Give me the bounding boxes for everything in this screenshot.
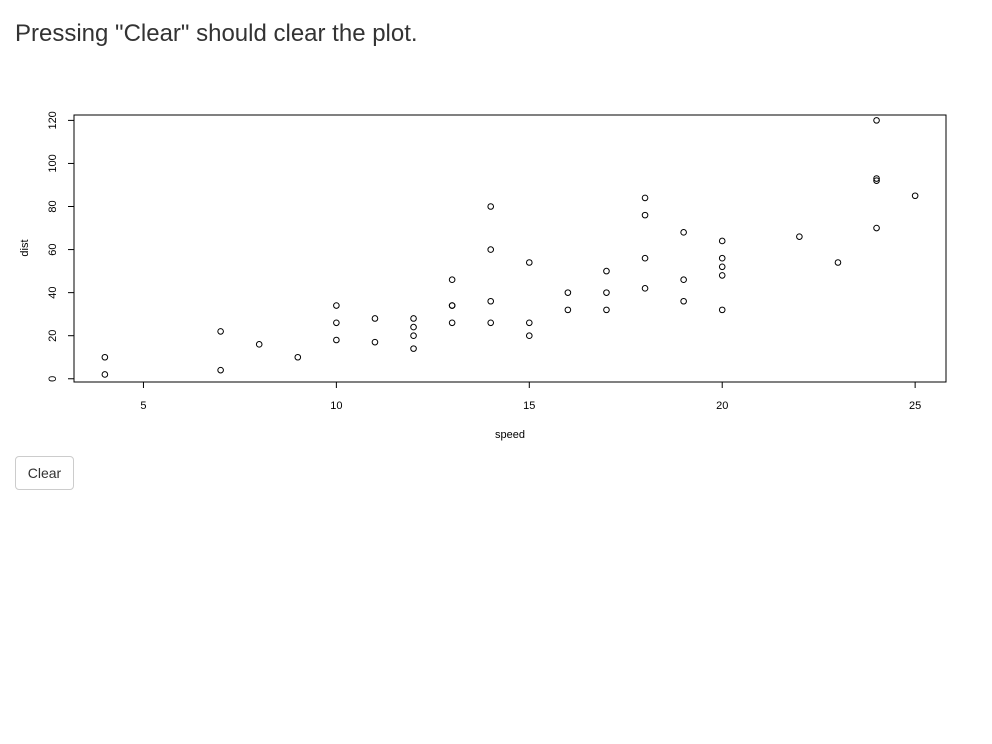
y-axis-title: dist <box>19 239 31 256</box>
data-point <box>873 177 880 184</box>
data-point <box>333 336 340 344</box>
data-point <box>448 319 456 327</box>
data-points <box>101 117 919 378</box>
data-point <box>294 353 302 361</box>
scatter-plot: 5 10 15 20 25 0 20 40 60 80 100 120 speed dist <box>0 100 992 460</box>
data-point <box>101 353 109 361</box>
data-point <box>410 345 417 352</box>
data-point <box>564 289 572 296</box>
data-point <box>525 332 533 340</box>
y-tick-label: 120 <box>47 111 59 129</box>
data-point <box>641 285 649 292</box>
data-point <box>371 315 379 322</box>
data-point <box>487 297 495 305</box>
data-point <box>796 233 803 240</box>
data-point <box>487 246 495 253</box>
x-axis-title: speed <box>495 429 525 441</box>
scatter-plot-svg: 5 10 15 20 25 0 20 40 60 80 100 120 speed dist <box>19 111 947 441</box>
y-axis: 0 20 40 60 80 100 120 <box>47 111 75 382</box>
data-point <box>680 229 687 236</box>
y-tick-label: 0 <box>47 376 59 382</box>
data-point <box>641 194 649 202</box>
y-tick-label: 80 <box>47 200 59 212</box>
data-point <box>525 259 533 266</box>
data-point <box>680 297 687 305</box>
data-point <box>603 306 610 314</box>
data-point <box>873 117 880 124</box>
data-point <box>448 302 456 309</box>
x-tick-label: 5 <box>140 400 146 412</box>
data-point <box>834 259 842 266</box>
data-point <box>101 371 109 378</box>
data-point <box>333 302 340 309</box>
y-tick-label: 60 <box>47 243 59 255</box>
data-point <box>410 315 417 322</box>
data-point <box>333 319 340 327</box>
x-tick-label: 25 <box>909 400 921 412</box>
page-heading: Pressing "Clear" should clear the plot. <box>15 20 418 47</box>
clear-button[interactable]: Clear <box>15 456 74 490</box>
data-point <box>487 319 495 327</box>
data-point <box>911 192 919 200</box>
data-point <box>564 306 572 314</box>
data-point <box>217 328 224 335</box>
x-tick-label: 20 <box>716 400 728 412</box>
plot-frame <box>73 114 947 383</box>
data-point <box>873 175 880 182</box>
data-point <box>410 323 417 331</box>
data-point <box>525 319 533 327</box>
x-tick-label: 10 <box>330 400 342 412</box>
data-point <box>718 306 726 314</box>
y-tick-label: 40 <box>47 287 59 299</box>
data-point <box>487 203 495 210</box>
data-point <box>641 254 649 262</box>
data-point <box>718 237 726 245</box>
data-point <box>718 272 726 279</box>
y-tick-label: 100 <box>47 154 59 172</box>
data-point <box>718 263 726 271</box>
data-point <box>371 338 379 346</box>
data-point <box>603 267 610 275</box>
x-tick-label: 15 <box>523 400 535 412</box>
data-point <box>641 211 649 219</box>
data-point <box>873 224 880 232</box>
y-tick-label: 20 <box>47 330 59 342</box>
data-point <box>680 276 687 284</box>
data-point <box>448 276 456 284</box>
data-point <box>217 366 224 374</box>
data-point <box>255 341 263 348</box>
data-point <box>718 254 726 262</box>
x-axis: 5 10 15 20 25 <box>140 381 921 412</box>
data-point <box>410 332 417 340</box>
data-point <box>603 289 610 296</box>
